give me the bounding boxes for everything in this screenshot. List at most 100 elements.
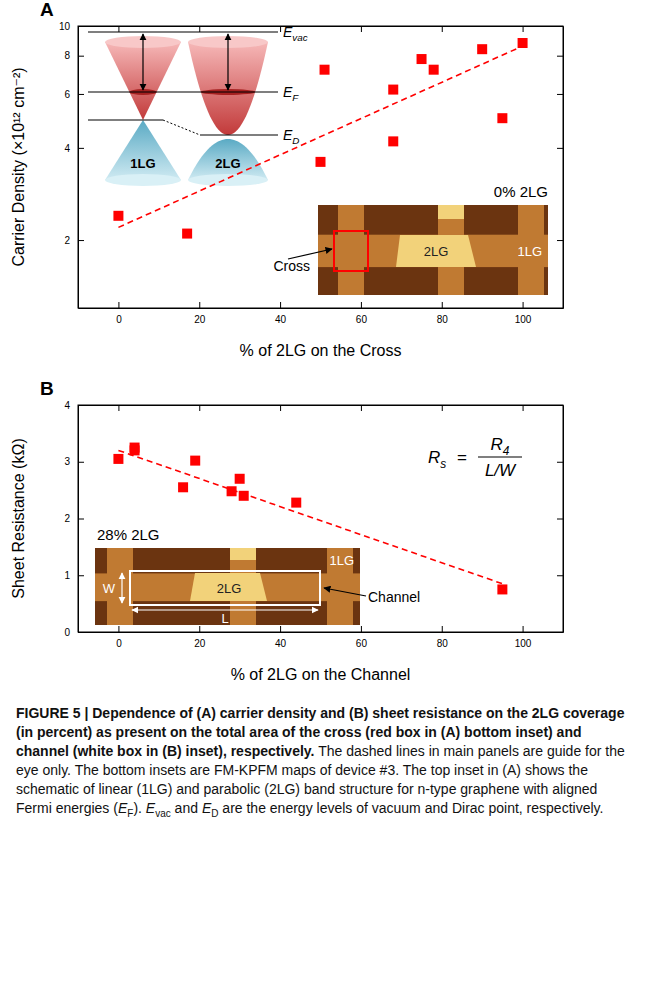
panel-label: A (40, 0, 54, 20)
y-tick-mark (78, 519, 84, 520)
caption-text: and (171, 800, 202, 816)
x-tick-mark (523, 302, 524, 308)
x-tick-label: 60 (356, 638, 368, 649)
y-right-tick (557, 405, 563, 406)
x-tick: 0 (116, 302, 122, 325)
x-tick-mark (118, 626, 119, 632)
formula-equals: = (457, 448, 467, 467)
data-point (388, 85, 398, 95)
x-top-tick-mark (442, 26, 443, 32)
y-right-tick-mark (557, 240, 563, 241)
x-tick-label: 100 (515, 638, 532, 649)
formula-lhs-main: R (428, 448, 440, 467)
x-tick-mark (118, 302, 119, 308)
map-label: 2LG (424, 244, 449, 259)
data-point (388, 136, 398, 146)
caption-symbol: ED (202, 800, 219, 816)
x-top-tick (523, 405, 524, 411)
y-tick-mark (78, 240, 84, 241)
panel: WL2LG1LGChannel28% 2LGRs=R4L/W0204060801… (10, 378, 564, 683)
x-top-tick (280, 26, 281, 32)
panel-label: B (40, 378, 54, 399)
caption-symbol-sub: F (127, 808, 133, 819)
fermi-level (88, 91, 278, 92)
y-right-tick-mark (557, 56, 563, 57)
x-tick-label: 40 (275, 638, 287, 649)
y-right-tick (557, 462, 563, 463)
formula-numerator: R4 (491, 435, 510, 458)
x-axis-line (79, 632, 564, 633)
x-tick-mark (280, 626, 281, 632)
cross-box (334, 231, 368, 271)
y-tick-mark (78, 405, 84, 406)
map-background (318, 205, 548, 295)
plot-frame (78, 405, 563, 632)
caption-symbol-sub: D (211, 808, 218, 819)
map-callout: Channel (368, 589, 420, 605)
caption-text: ). (133, 800, 145, 816)
y-tick-label: 2 (64, 513, 70, 524)
y-tick: 8 (64, 50, 84, 61)
vacuum-level (88, 31, 278, 32)
x-tick-label: 80 (437, 638, 449, 649)
x-top-tick-mark (280, 26, 281, 32)
y-right-tick-mark (557, 94, 563, 95)
work-function-arrow (142, 34, 143, 90)
formula-lhs-sub: s (440, 457, 446, 471)
data-point (182, 229, 192, 239)
x-tick: 100 (515, 302, 532, 325)
fraction-bar (478, 456, 522, 457)
y-tick: 10 (59, 21, 84, 32)
x-axis: 020406080100 (79, 302, 564, 325)
data-point (291, 498, 301, 508)
y-right-tick-mark (557, 148, 563, 149)
data-point (497, 584, 507, 594)
level-label-sub: D (292, 135, 299, 146)
x-axis-title: % of 2LG on the Cross (240, 342, 402, 359)
x-tick: 80 (437, 302, 449, 325)
data-point (316, 157, 326, 167)
y-right-tick (557, 26, 563, 27)
coverage-label: 0% 2LG (494, 183, 548, 200)
channel-box (130, 571, 320, 605)
map-callout: Cross (273, 258, 310, 274)
y-tick-label: 4 (64, 400, 70, 411)
x-top-tick (199, 405, 200, 411)
caption: FIGURE 5 | Dependence of (A) carrier den… (16, 704, 636, 818)
x-top-tick (523, 26, 524, 32)
callout-arrow (288, 249, 332, 259)
y-right-tick (557, 240, 563, 241)
parabola-lower (188, 139, 268, 180)
y-axis: 01234 (64, 400, 84, 638)
y-tick-mark (78, 94, 84, 95)
y-tick-label: 1 (64, 570, 70, 581)
figure: EvacEFED1LG2LG2LG1LGCross0% 2LG020406080… (0, 0, 656, 695)
data-point (190, 456, 200, 466)
y-right-tick-mark (557, 405, 563, 406)
x-tick: 40 (275, 302, 287, 325)
y-tick-mark (78, 148, 84, 149)
caption-symbol-main: E (202, 800, 211, 816)
y-right-tick-mark (557, 575, 563, 576)
x-tick: 20 (194, 626, 206, 649)
level-label-sub: F (292, 92, 299, 103)
work-function-arrow (227, 34, 228, 90)
y-tick: 3 (64, 456, 84, 467)
y-right-tick-mark (557, 462, 563, 463)
caption-symbol: EF (118, 800, 133, 816)
x-top-axis (79, 26, 564, 32)
y-tick: 2 (64, 513, 84, 524)
x-top-tick-mark (118, 405, 119, 411)
level-label: EF (283, 84, 299, 103)
y-tick: 4 (64, 143, 84, 154)
y-tick-label: 10 (59, 21, 71, 32)
formula: Rs=R4L/W (428, 435, 522, 480)
y-axis-title: Carrier Density (×10¹² cm⁻²) (10, 67, 27, 266)
dirac-level (200, 134, 278, 135)
map-bilayer (230, 548, 256, 560)
map-bilayer (438, 205, 464, 219)
dirac-shift (163, 120, 200, 135)
x-top-axis (79, 405, 564, 411)
cone-lower-rim (105, 174, 181, 186)
x-top-tick-mark (523, 26, 524, 32)
